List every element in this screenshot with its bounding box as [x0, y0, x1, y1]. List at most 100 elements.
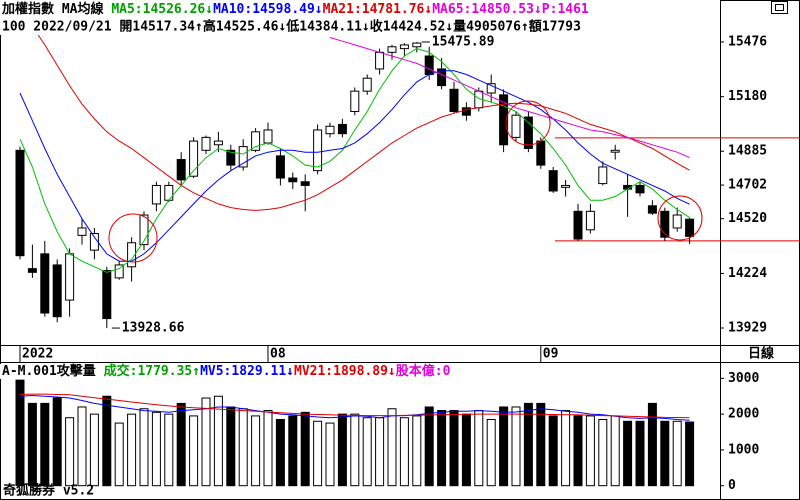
drawn-circle: [108, 213, 158, 263]
volume-bar: [387, 408, 397, 487]
window-icon-inner: [775, 4, 784, 11]
candle-body: [585, 210, 595, 231]
volume-bar: [164, 413, 174, 487]
volume-bar: [251, 415, 261, 487]
volume-bar: [362, 417, 372, 487]
y-tick-label: 13929: [728, 320, 767, 335]
moving-average-line: [19, 48, 690, 273]
volume-bar: [313, 420, 323, 487]
y-tick-label: 1000: [728, 442, 759, 457]
annotation-label: 13928.66: [122, 321, 185, 336]
volume-bar: [151, 411, 161, 487]
candle-body: [598, 166, 608, 185]
candle-body: [275, 155, 285, 179]
candle-body: [40, 253, 50, 314]
candle-body: [647, 205, 657, 214]
moving-average-line: [329, 37, 690, 159]
volume-bar: [511, 406, 521, 487]
moving-average-line: [19, 393, 690, 419]
y-tick-label: 15476: [728, 34, 767, 49]
volume-bar: [77, 406, 87, 487]
candle-body: [189, 140, 199, 177]
volume-bar: [437, 410, 447, 487]
volume-bar: [300, 411, 310, 487]
candle-body: [114, 264, 124, 279]
candle-body: [486, 83, 496, 94]
header-segment: MA5:14526.26↓: [111, 2, 213, 17]
labels: 加權指數 MA均線 MA5:14526.26↓MA10:14598.49↓MA2…: [0, 0, 767, 493]
volume-bar: [548, 415, 558, 487]
candle-body: [337, 123, 347, 135]
volume-bar: [523, 402, 533, 487]
header-segment: 成交:1779.35↑: [104, 363, 200, 379]
volume-bar: [561, 410, 571, 487]
volume-bar: [461, 413, 471, 487]
candle-body: [536, 140, 546, 166]
y-tick-label: 2000: [728, 407, 759, 422]
candle-body: [176, 159, 186, 181]
volume-bar: [536, 402, 546, 487]
candle-body: [685, 218, 695, 237]
volume-bar: [399, 417, 409, 487]
header-line: 加權指數 MA均線 MA5:14526.26↓MA10:14598.49↓MA2…: [1, 1, 589, 17]
candle-body: [399, 44, 409, 50]
volume-bar: [337, 413, 347, 487]
volume-bar: [598, 418, 608, 487]
volume-bar: [350, 413, 360, 487]
candle-body: [325, 125, 335, 135]
header-segment: MA65:14850.53↓: [432, 2, 542, 17]
candle-body: [65, 253, 75, 301]
candle-body: [449, 88, 459, 112]
candle-body: [561, 184, 571, 188]
y-tick-label: 14885: [728, 144, 767, 159]
window-icon[interactable]: [771, 1, 788, 14]
candle-body: [313, 129, 323, 172]
drawn-circles: [108, 100, 703, 263]
candle-body: [412, 42, 422, 48]
candle-body: [151, 184, 161, 205]
candle-body: [387, 46, 397, 53]
volume-bar: [672, 420, 682, 487]
moving-average-line: [19, 70, 690, 262]
candle-body: [573, 210, 583, 240]
header-segment: P:1461: [542, 2, 589, 17]
volume-bar: [288, 415, 298, 487]
header-segment: A-M.001攻擊量: [2, 363, 104, 379]
volume-bar: [412, 415, 422, 487]
y-tick-label: 14224: [728, 266, 767, 281]
candle-body: [201, 136, 211, 151]
volume-bar: [375, 417, 385, 487]
x-tick-label: 09: [543, 347, 559, 362]
header-segment: MA10:14598.49↓: [213, 2, 323, 17]
y-tick-label: 14520: [728, 211, 767, 226]
volume-bar: [573, 415, 583, 487]
candle-body: [660, 210, 670, 238]
candle-body: [288, 177, 298, 183]
info-line: 100 2022/09/21 開14517.34↑高14525.46↓低1438…: [2, 19, 581, 35]
candle-body: [350, 90, 360, 112]
candle-body: [15, 149, 25, 257]
candle-body: [523, 116, 533, 149]
header-line: A-M.001攻擊量 成交:1779.35↑MV5:1829.11↓MV21:1…: [2, 363, 451, 379]
volume-bar: [623, 420, 633, 487]
y-tick-label: 3000: [728, 371, 759, 386]
volume-bar: [585, 415, 595, 487]
volume-bar: [189, 415, 199, 487]
header-segment: MA21:14781.76↓: [323, 2, 433, 17]
volume-bar: [226, 406, 236, 487]
header-segment: 股本億:0: [396, 363, 451, 379]
period-label[interactable]: 日線: [748, 346, 775, 362]
volume-bar: [685, 421, 695, 487]
candle-body: [672, 214, 682, 229]
candle-body: [77, 227, 87, 236]
drawn-circle: [505, 100, 551, 146]
volume-bar: [213, 395, 223, 487]
candle-body: [52, 264, 62, 318]
x-tick-label: 2022: [22, 347, 53, 362]
plot-area: [15, 9, 800, 487]
candle-body: [362, 77, 372, 92]
candle-body: [635, 184, 645, 194]
volume-bar: [27, 402, 37, 487]
header-segment: MV21:1898.89↓: [294, 364, 396, 379]
